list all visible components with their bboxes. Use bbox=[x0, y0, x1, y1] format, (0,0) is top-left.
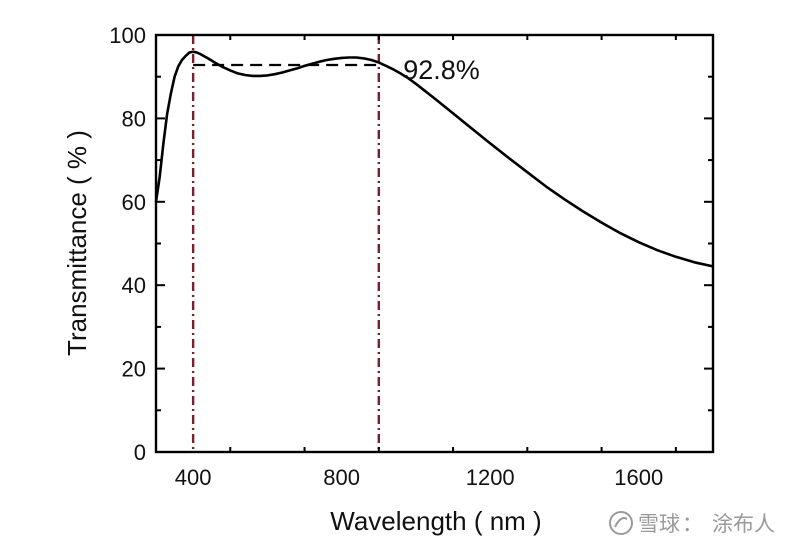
transmittance-curve bbox=[154, 50, 714, 268]
watermark-brand: 雪球 bbox=[638, 512, 680, 536]
watermark: 雪球 ： 涂布人 bbox=[609, 511, 775, 536]
y-tick-label: 80 bbox=[122, 106, 146, 131]
watermark-separator: ： bbox=[682, 512, 703, 536]
y-axis-ticks: 0 20 40 60 80 100 bbox=[109, 23, 713, 465]
reference-lines bbox=[191, 35, 380, 452]
y-tick-label: 0 bbox=[134, 440, 146, 465]
y-tick-label: 20 bbox=[122, 357, 146, 382]
y-axis-title: Transmittance ( % ) bbox=[62, 130, 92, 356]
y-tick-label: 100 bbox=[109, 23, 146, 48]
x-tick-label: 800 bbox=[323, 465, 360, 490]
watermark-author: 涂布人 bbox=[712, 512, 775, 536]
x-tick-label: 1200 bbox=[466, 465, 515, 490]
x-tick-label: 1600 bbox=[614, 465, 663, 490]
annotation-average-transmittance: 92.8% bbox=[403, 55, 480, 85]
snowball-logo-icon bbox=[609, 511, 633, 535]
x-tick-label: 400 bbox=[175, 465, 212, 490]
x-axis-title: Wavelength ( nm ) bbox=[330, 506, 541, 536]
y-tick-label: 60 bbox=[122, 190, 146, 215]
x-axis-ticks: 400 800 1200 1600 bbox=[155, 35, 677, 490]
y-tick-label: 40 bbox=[122, 273, 146, 298]
